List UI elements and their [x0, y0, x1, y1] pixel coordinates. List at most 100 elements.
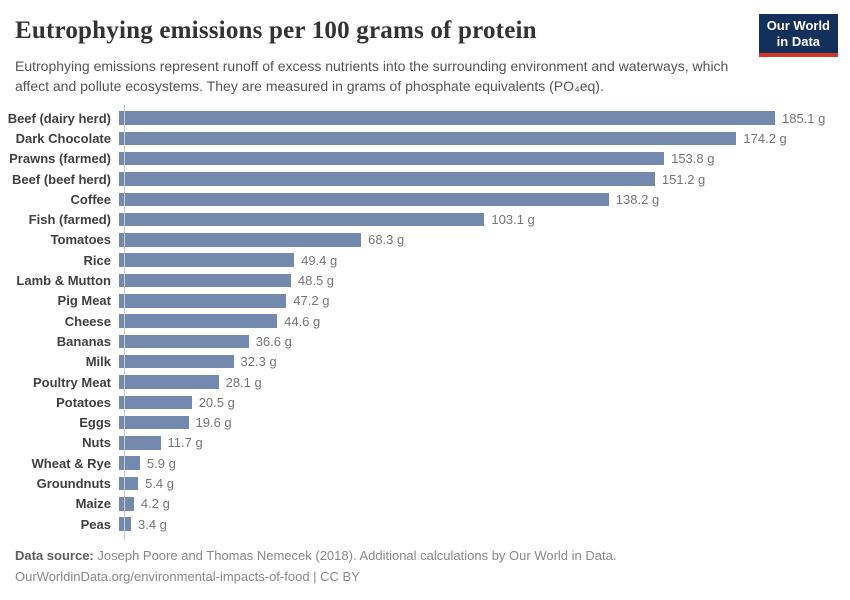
bar-label: Beef (dairy herd): [7, 110, 111, 126]
bar[interactable]: [119, 415, 189, 430]
bar[interactable]: [119, 314, 278, 328]
chart-header: Eutrophying emissions per 100 grams of p…: [0, 0, 850, 96]
bar-row: Tomatoes 68.3 g: [0, 230, 850, 250]
bar[interactable]: [119, 273, 291, 288]
bar-value: 174.2 g: [743, 130, 787, 146]
owid-logo[interactable]: Our World in Data: [758, 14, 838, 57]
bar-label: Peas: [80, 516, 111, 532]
bar-label: Groundnuts: [36, 475, 111, 491]
bar[interactable]: [119, 131, 737, 146]
bar[interactable]: [119, 456, 140, 470]
bar-track: 151.2 g: [118, 172, 850, 187]
bar-value: 44.6 g: [284, 313, 321, 329]
bar-track: 68.3 g: [118, 232, 850, 247]
bar[interactable]: [119, 151, 665, 166]
bar[interactable]: [119, 436, 161, 450]
bar-value: 20.5 g: [198, 394, 235, 410]
bar-track: 138.2 g: [118, 192, 850, 207]
bar[interactable]: [119, 192, 609, 207]
bar-value: 151.2 g: [661, 171, 706, 187]
bar-track: 5.9 g: [118, 456, 850, 471]
bar-label: Maize: [75, 496, 111, 512]
bar-value: 11.7 g: [167, 435, 203, 451]
owid-logo-line1: Our World: [766, 18, 830, 33]
bar-track: 11.7 g: [118, 435, 850, 450]
chart-subtitle: Eutrophying emissions represent runoff o…: [15, 58, 729, 94]
bar-row: Fish (farmed) 103.1 g: [0, 209, 850, 229]
bar-row: Bananas 36.6 g: [0, 331, 850, 351]
bar-value: 32.3 g: [240, 354, 277, 370]
bar-row: Cheese 44.6 g: [0, 311, 850, 331]
bar-row: Maize 4.2 g: [0, 494, 850, 514]
bar-row: Beef (dairy herd) 185.1 g: [0, 108, 850, 128]
bar-label: Wheat & Rye: [31, 455, 111, 471]
bar[interactable]: [119, 212, 485, 227]
bar-chart: Beef (dairy herd) 185.1 g Dark Chocolate…: [0, 105, 850, 541]
bar-label: Nuts: [82, 435, 111, 451]
bar-label: Eggs: [79, 415, 111, 431]
bar-label: Beef (beef herd): [12, 171, 111, 187]
bar-label: Dark Chocolate: [15, 130, 111, 146]
bar-row: Coffee 138.2 g: [0, 189, 850, 209]
bar-value: 36.6 g: [255, 333, 292, 349]
bar-row: Beef (beef herd) 151.2 g: [0, 169, 850, 189]
datasource-label: Data source:: [15, 548, 94, 563]
owid-logo-line2: in Data: [776, 34, 821, 49]
bar-value: 5.4 g: [145, 475, 175, 491]
bar-label: Rice: [83, 252, 111, 268]
bar-value: 49.4 g: [301, 252, 338, 268]
bar-value: 28.1 g: [225, 374, 262, 390]
bar[interactable]: [119, 294, 287, 308]
bar-row: Potatoes 20.5 g: [0, 392, 850, 412]
bar-row: Lamb & Mutton 48.5 g: [0, 270, 850, 290]
bar[interactable]: [119, 354, 234, 369]
bar-track: 48.5 g: [118, 273, 850, 288]
bar-track: 28.1 g: [118, 375, 850, 390]
bar[interactable]: [119, 517, 131, 531]
bar-track: 49.4 g: [118, 253, 850, 268]
bar-row: Dark Chocolate 174.2 g: [0, 128, 850, 148]
bar-row: Poultry Meat 28.1 g: [0, 372, 850, 392]
bar-track: 32.3 g: [118, 354, 850, 369]
bar-track: 5.4 g: [118, 476, 850, 491]
bar-value: 19.6 g: [195, 415, 232, 431]
owid-url-link[interactable]: OurWorldinData.org/environmental-impacts…: [15, 569, 360, 584]
bar-value: 4.2 g: [140, 496, 170, 512]
bar-row: Prawns (farmed) 153.8 g: [0, 149, 850, 169]
bar-track: 3.4 g: [118, 517, 850, 532]
bar[interactable]: [119, 253, 295, 267]
bar-value: 103.1 g: [491, 212, 535, 228]
bar-row: Pig Meat 47.2 g: [0, 291, 850, 311]
bar-label: Fish (farmed): [28, 212, 111, 228]
bar[interactable]: [119, 233, 362, 247]
bar-row: Groundnuts 5.4 g: [0, 473, 850, 493]
bar-label: Lamb & Mutton: [16, 273, 111, 289]
bar[interactable]: [119, 497, 134, 511]
datasource-text: Joseph Poore and Thomas Nemecek (2018). …: [97, 548, 617, 563]
bar-track: 153.8 g: [118, 151, 850, 166]
bar[interactable]: [119, 172, 655, 186]
bar-value: 47.2 g: [293, 293, 330, 309]
bar-label: Potatoes: [56, 394, 111, 410]
bar-value: 68.3 g: [368, 232, 405, 248]
datasource-line: Data source: Joseph Poore and Thomas Nem…: [15, 545, 616, 566]
bar-track: 103.1 g: [118, 212, 850, 227]
bar[interactable]: [119, 111, 775, 125]
bar-label: Poultry Meat: [32, 374, 111, 390]
bar-value: 138.2 g: [615, 191, 660, 207]
bar-value: 3.4 g: [138, 516, 167, 532]
bar-value: 153.8 g: [671, 151, 715, 167]
bar[interactable]: [119, 395, 192, 410]
bar-value: 5.9 g: [146, 455, 176, 471]
page-title: Eutrophying emissions per 100 grams of p…: [15, 17, 537, 44]
bar-label: Bananas: [56, 333, 111, 349]
bar[interactable]: [119, 334, 249, 349]
bar-label: Milk: [85, 354, 111, 370]
bar-track: 4.2 g: [118, 496, 850, 511]
bar[interactable]: [119, 375, 219, 389]
bar-label: Prawns (farmed): [9, 151, 111, 167]
bar-row: Nuts 11.7 g: [0, 433, 850, 453]
bar-track: 36.6 g: [118, 334, 850, 349]
bar[interactable]: [119, 476, 139, 491]
